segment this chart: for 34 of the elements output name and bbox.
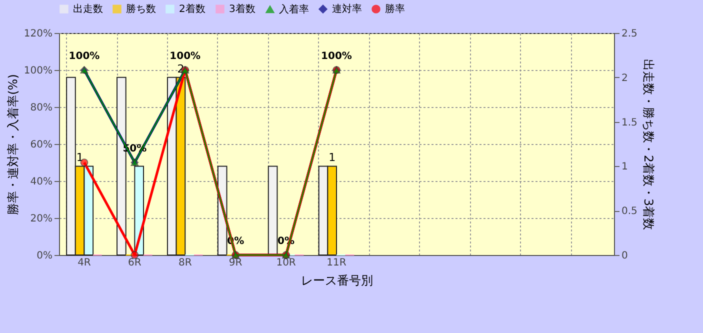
- y-tick-label: 20%: [30, 214, 52, 224]
- y2-tick-label: 2: [622, 72, 628, 84]
- data-label: 100%: [321, 51, 352, 62]
- legend-label: 出走数: [73, 3, 103, 16]
- y-tick-label: 0%: [36, 250, 52, 262]
- y2-tick-label: 0.5: [622, 206, 638, 218]
- x-tick-label: 8R: [178, 258, 192, 268]
- legend-label: 2着数: [179, 3, 206, 16]
- legend-label: 入着率: [279, 3, 309, 16]
- y-tick-label: 60%: [30, 140, 52, 150]
- y-tick-label: 100%: [24, 66, 52, 76]
- data-label: 1: [328, 151, 336, 164]
- y2-tick-label: 0: [622, 250, 628, 262]
- y2-tick-label: 1.5: [622, 117, 638, 128]
- y2-tick-label: 2.5: [622, 28, 638, 40]
- y-tick-label: 40%: [30, 176, 52, 188]
- x-tick-label: 9R: [228, 258, 242, 268]
- y-tick-label: 80%: [30, 102, 52, 114]
- y2-tick-label: 1: [622, 162, 628, 173]
- legend-label: 3着数: [229, 3, 256, 16]
- y2-axis-title: 出走数・勝ち数・2着数・3着数: [641, 58, 656, 230]
- legend-label: 勝ち数: [126, 3, 156, 16]
- data-label: 1: [76, 151, 84, 164]
- data-label: 100%: [68, 51, 100, 62]
- y-tick-label: 120%: [24, 28, 52, 40]
- x-tick-label: 6R: [128, 258, 142, 268]
- legend-label: 勝率: [385, 3, 405, 16]
- x-tick-label: 11R: [326, 258, 346, 268]
- x-axis-title: レース番号別: [301, 274, 373, 288]
- legend-label: 連対率: [332, 3, 362, 16]
- x-tick-label: 4R: [78, 258, 91, 268]
- data-label: 100%: [170, 51, 201, 62]
- y-axis-title: 勝率・連対率・入着率(%): [6, 74, 20, 215]
- x-tick-label: 10R: [276, 258, 296, 268]
